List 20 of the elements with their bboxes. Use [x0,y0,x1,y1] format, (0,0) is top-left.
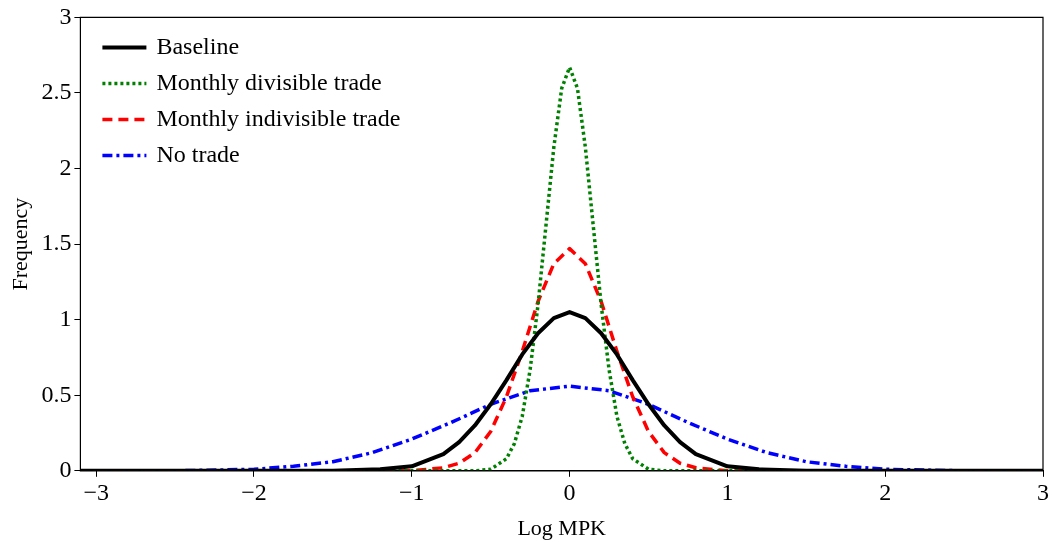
y-tick-label: 0.5 [41,380,72,407]
y-tick-label: 0 [59,456,72,483]
x-tick-label: 1 [721,479,734,506]
x-axis-title: Log MPK [517,514,607,540]
y-tick-label: 1 [59,304,72,331]
x-tick-label: 3 [1037,479,1049,506]
x-tick-label: 2 [879,479,892,506]
x-tick-label: −3 [83,479,109,506]
legend-label: No trade [156,140,240,167]
y-tick-label: 3 [59,2,72,29]
legend-label: Monthly indivisible trade [156,104,401,131]
x-tick-label: −2 [241,479,267,506]
x-tick-label: −1 [399,479,425,506]
y-tick-label: 2 [59,153,72,180]
x-tick-label: 0 [563,479,576,506]
legend-label: Monthly divisible trade [156,68,382,95]
y-axis-title: Frequency [6,197,32,291]
y-tick-label: 1.5 [41,229,72,256]
legend-label: Baseline [156,32,240,59]
y-tick-label: 2.5 [41,78,72,105]
